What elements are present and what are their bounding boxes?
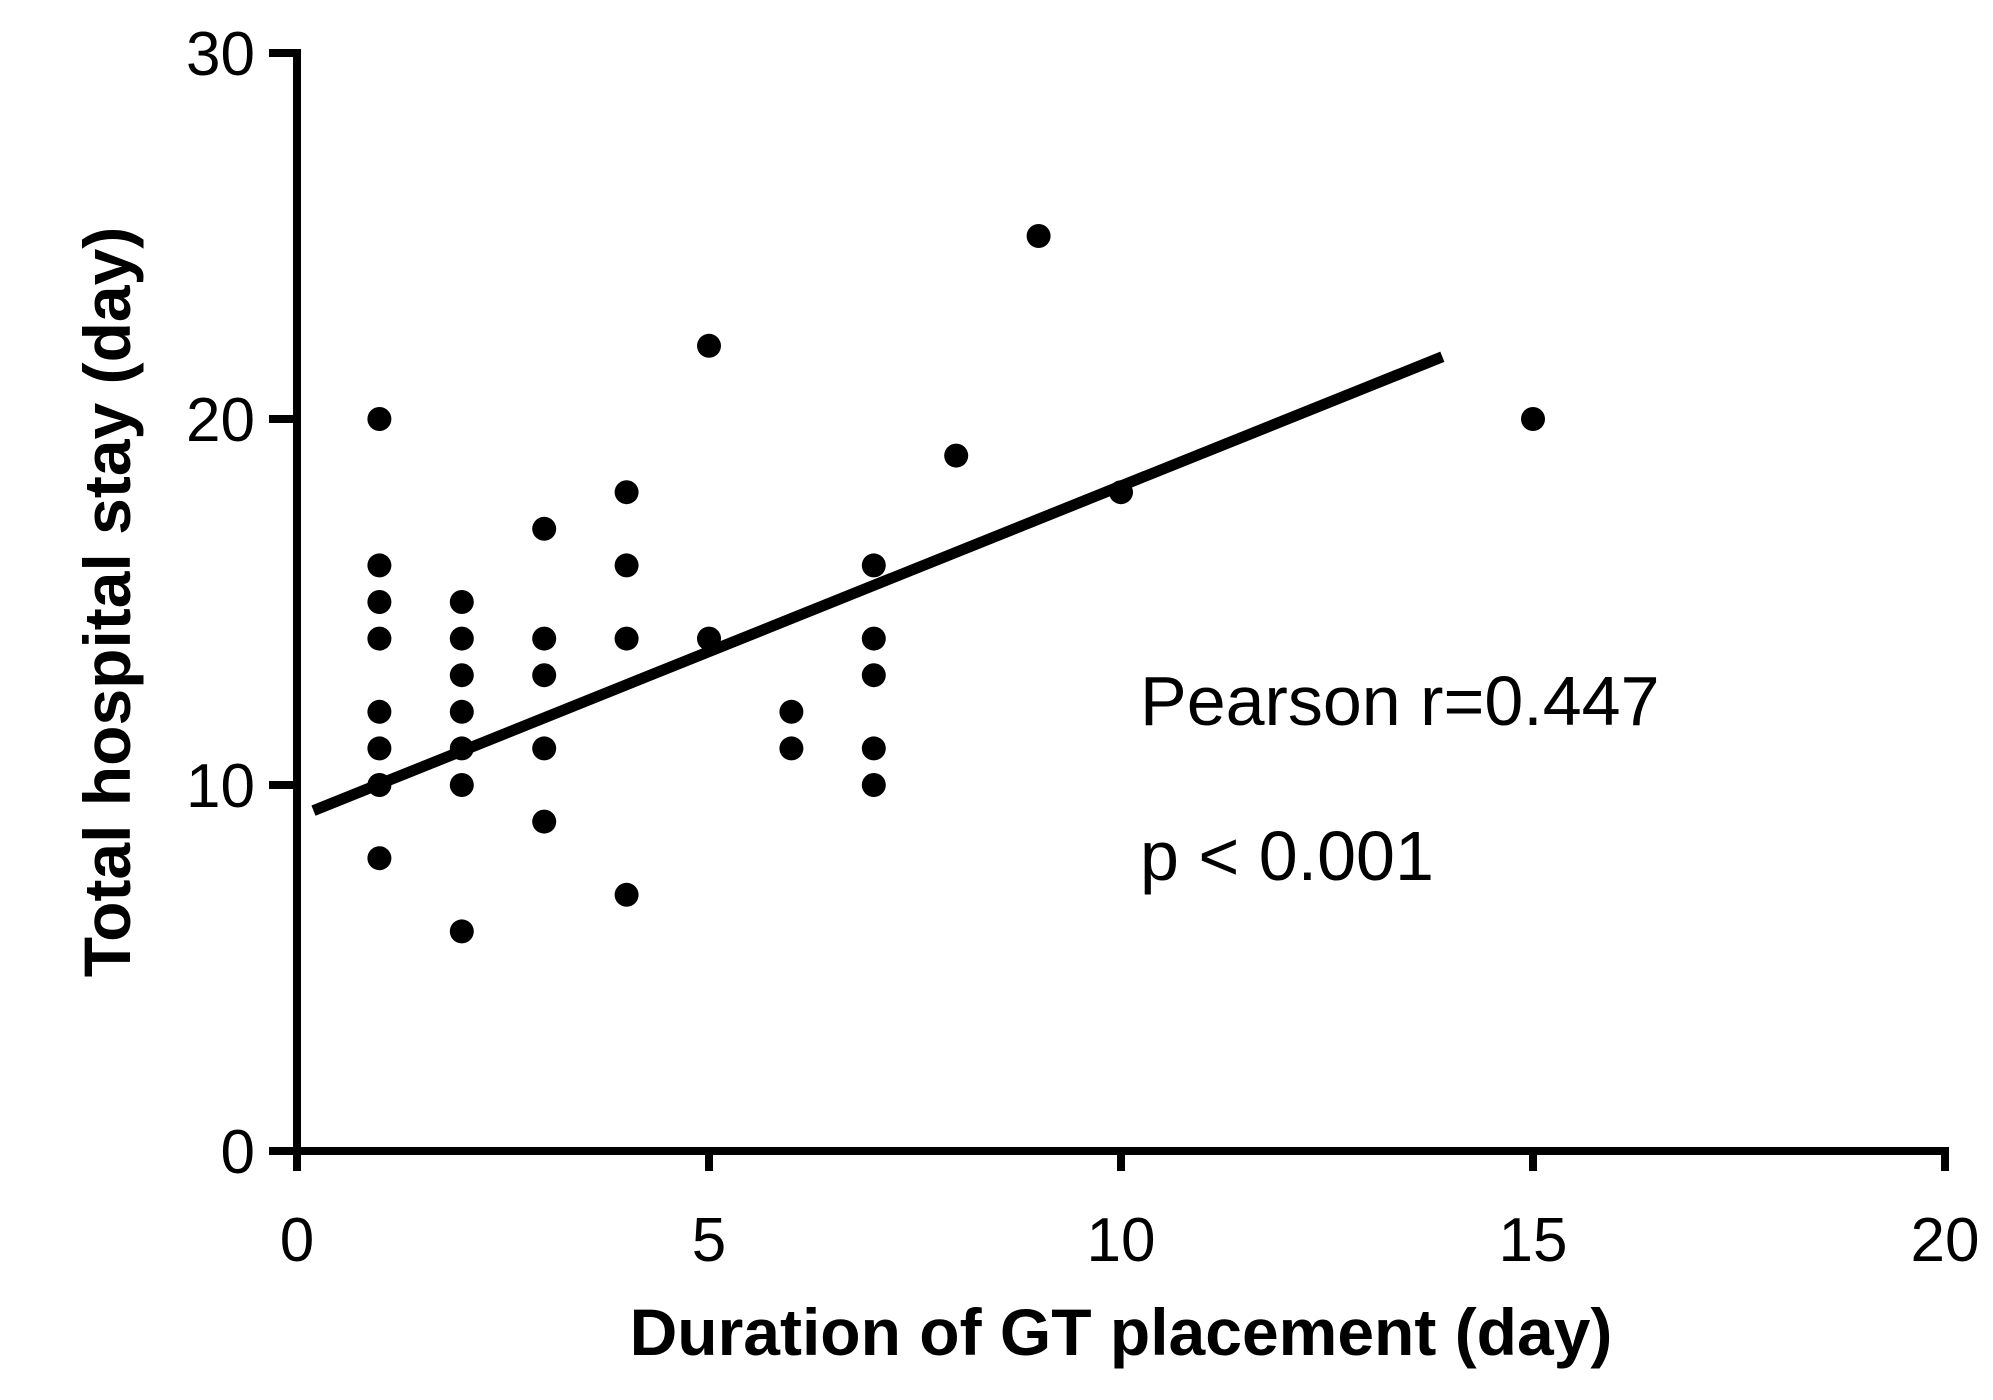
labels: Duration of GT placement (day) Total hos… bbox=[70, 227, 1660, 1369]
x-tick-label-10: 10 bbox=[1087, 1206, 1156, 1275]
pearson-annotation: Pearson r=0.447 bbox=[1140, 662, 1660, 740]
data-point bbox=[367, 626, 392, 651]
data-point bbox=[532, 809, 557, 834]
axes bbox=[293, 49, 1949, 1155]
x-tick-label-15: 15 bbox=[1499, 1206, 1568, 1275]
data-point bbox=[367, 736, 392, 761]
data-point bbox=[449, 590, 474, 614]
y-axis-title: Total hospital stay (day) bbox=[70, 227, 144, 978]
data-point bbox=[861, 736, 886, 761]
data-point bbox=[367, 407, 392, 431]
data-point bbox=[449, 699, 474, 724]
y-tick-label-0: 0 bbox=[221, 1118, 255, 1187]
data-point bbox=[614, 626, 639, 651]
data-points bbox=[367, 224, 1545, 944]
regression-line bbox=[311, 351, 1445, 816]
ticks: 0 5 10 15 20 0 10 20 30 bbox=[186, 20, 1979, 1275]
data-point bbox=[1026, 224, 1051, 248]
y-tick-label-30: 30 bbox=[186, 20, 255, 89]
data-point bbox=[779, 699, 804, 724]
x-tick-label-20: 20 bbox=[1911, 1206, 1980, 1275]
x-axis-title: Duration of GT placement (day) bbox=[630, 1295, 1613, 1369]
p-value-annotation: p < 0.001 bbox=[1140, 817, 1434, 895]
y-tick-label-10: 10 bbox=[186, 752, 255, 821]
data-point bbox=[861, 773, 886, 797]
data-point bbox=[367, 553, 392, 578]
data-point bbox=[449, 773, 474, 797]
data-point bbox=[861, 626, 886, 651]
data-point bbox=[449, 919, 474, 944]
x-tick-label-0: 0 bbox=[280, 1206, 314, 1275]
data-point bbox=[614, 882, 639, 907]
data-point bbox=[614, 553, 639, 578]
data-point bbox=[614, 480, 639, 505]
data-point bbox=[367, 699, 392, 724]
data-point bbox=[532, 516, 557, 541]
data-point bbox=[861, 663, 886, 688]
data-point bbox=[944, 443, 969, 468]
x-tick-label-5: 5 bbox=[692, 1206, 726, 1275]
data-point bbox=[367, 846, 392, 871]
data-point bbox=[532, 663, 557, 688]
y-tick-label-20: 20 bbox=[186, 386, 255, 455]
data-point bbox=[449, 663, 474, 688]
data-point bbox=[861, 553, 886, 578]
data-point bbox=[779, 736, 804, 761]
data-point bbox=[1521, 407, 1545, 431]
data-point bbox=[532, 736, 557, 761]
data-point bbox=[532, 626, 557, 651]
data-point bbox=[367, 590, 392, 614]
data-point bbox=[449, 626, 474, 651]
data-point bbox=[697, 333, 721, 358]
